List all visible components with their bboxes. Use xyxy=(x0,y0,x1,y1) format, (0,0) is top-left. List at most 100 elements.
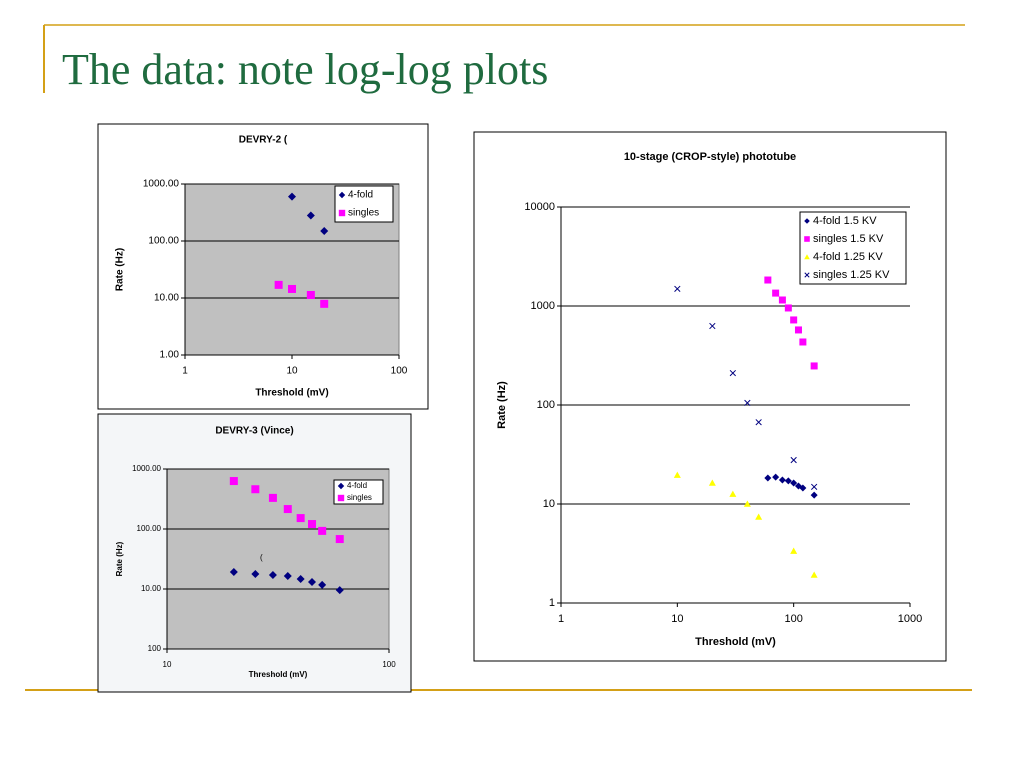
legend-swatch xyxy=(338,209,346,217)
y-tick-label: 1 xyxy=(549,597,555,609)
y-tick-label: 100 xyxy=(537,399,555,411)
data-point xyxy=(764,474,772,482)
data-point xyxy=(320,226,329,235)
data-point xyxy=(790,316,798,324)
data-point xyxy=(794,326,802,334)
data-point xyxy=(729,490,737,497)
data-point xyxy=(251,485,260,494)
y-axis-label: Rate (Hz) xyxy=(496,381,508,429)
slide-title: The data: note log-log plots xyxy=(62,45,548,94)
chart-title: DEVRY-2 ( xyxy=(239,135,288,146)
data-point xyxy=(810,362,818,370)
y-tick-label: 10000 xyxy=(524,201,555,213)
x-axis-label: Threshold (mV) xyxy=(255,388,328,399)
data-point xyxy=(810,571,818,578)
data-point xyxy=(772,289,780,297)
y-tick-label: 1.00 xyxy=(160,350,180,361)
x-axis-label: Threshold (mV) xyxy=(249,670,308,679)
y-tick-label: 100.00 xyxy=(137,524,162,533)
data-point xyxy=(784,304,792,312)
chart-title: 10-stage (CROP-style) phototube xyxy=(624,151,796,163)
y-tick-label: 1000.00 xyxy=(132,464,161,473)
legend-swatch xyxy=(338,191,346,199)
legend xyxy=(799,211,907,285)
y-tick-label: 1000 xyxy=(531,300,555,312)
x-axis-label: Threshold (mV) xyxy=(695,636,776,648)
data-point xyxy=(296,514,305,523)
x-tick-label: 100 xyxy=(382,660,396,669)
data-point xyxy=(251,569,260,578)
legend-swatch xyxy=(804,236,810,242)
x-tick-label: 10 xyxy=(671,613,683,625)
data-point xyxy=(288,192,296,201)
data-point xyxy=(755,419,762,426)
data-point xyxy=(229,477,238,486)
data-point xyxy=(335,586,344,595)
data-point xyxy=(318,580,327,589)
data-point xyxy=(320,299,329,308)
data-point xyxy=(335,535,344,544)
data-point xyxy=(778,296,786,304)
y-tick-label: 1000.00 xyxy=(143,179,180,190)
legend-swatch xyxy=(337,494,345,502)
legend-label: 4-fold xyxy=(348,190,373,201)
data-point xyxy=(799,484,807,492)
x-tick-label: 1000 xyxy=(898,613,922,625)
data-point xyxy=(790,479,798,487)
legend-swatch xyxy=(337,482,345,490)
x-tick-label: 10 xyxy=(163,660,172,669)
y-tick-label: 100 xyxy=(148,644,162,653)
legend-label: singles 1.5 KV xyxy=(813,233,884,245)
legend-swatch xyxy=(804,272,810,278)
y-tick-label: 10 xyxy=(543,498,555,510)
legend-label: singles 1.25 KV xyxy=(813,269,890,281)
chart-title: DEVRY-3 (Vince) xyxy=(215,426,293,437)
data-point xyxy=(296,574,305,583)
y-axis-label: Rate (Hz) xyxy=(115,541,124,576)
x-tick-label: 100 xyxy=(391,366,408,377)
legend-label: 4-fold 1.5 KV xyxy=(813,215,877,227)
data-point xyxy=(283,505,292,514)
data-point xyxy=(268,493,277,502)
legend-swatch xyxy=(804,218,810,224)
data-point xyxy=(283,571,292,580)
data-point xyxy=(306,211,315,220)
y-tick-label: 100.00 xyxy=(148,236,179,247)
data-point xyxy=(306,290,315,299)
data-point xyxy=(318,526,327,535)
y-tick-label: 10.00 xyxy=(141,584,162,593)
data-point xyxy=(810,483,818,491)
legend-label: singles xyxy=(347,493,372,502)
data-point xyxy=(744,399,751,407)
data-point xyxy=(229,568,238,577)
legend-swatch xyxy=(804,254,810,260)
data-point xyxy=(708,479,716,486)
data-point xyxy=(274,280,283,289)
data-point xyxy=(755,513,763,520)
data-point xyxy=(268,571,277,580)
legend-label: 4-fold 1.25 KV xyxy=(813,251,883,263)
data-point xyxy=(764,276,772,284)
x-tick-label: 10 xyxy=(286,366,298,377)
data-point xyxy=(729,369,736,377)
legend-label: 4-fold xyxy=(347,481,367,490)
legend-label: singles xyxy=(348,208,379,219)
x-tick-label: 1 xyxy=(558,613,564,625)
data-point xyxy=(308,577,317,586)
data-point xyxy=(709,322,716,330)
y-axis-label: Rate (Hz) xyxy=(115,248,126,291)
y-tick-label: 10.00 xyxy=(154,293,179,304)
data-point xyxy=(799,338,807,346)
data-point xyxy=(790,456,797,464)
data-point xyxy=(784,477,792,485)
annotation: ( xyxy=(260,553,263,562)
data-point xyxy=(308,520,317,529)
x-tick-label: 100 xyxy=(784,613,802,625)
x-tick-label: 1 xyxy=(182,366,188,377)
data-point xyxy=(673,471,681,478)
data-point xyxy=(810,491,818,499)
data-point xyxy=(772,473,780,481)
data-point xyxy=(790,547,798,554)
